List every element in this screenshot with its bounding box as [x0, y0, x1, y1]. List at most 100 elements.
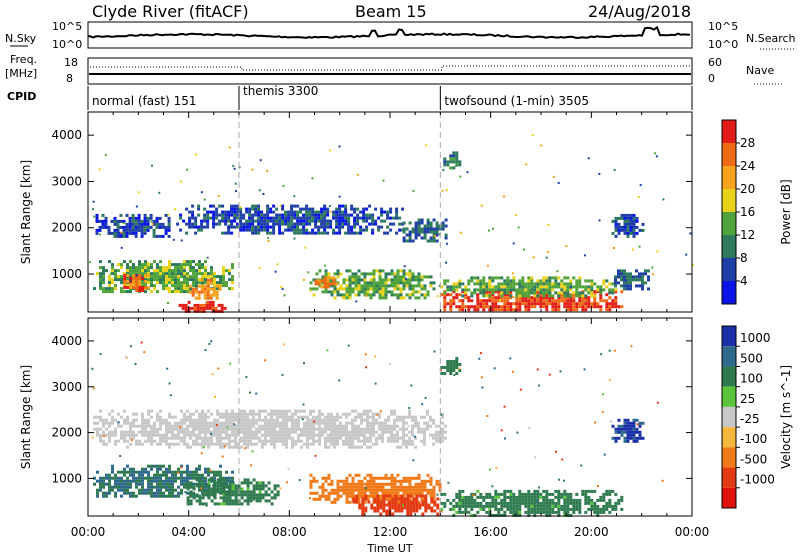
data-cell: [527, 302, 531, 306]
data-cell: [411, 442, 414, 446]
data-cell: [387, 427, 390, 431]
data-cell: [138, 283, 142, 286]
data-cell: [396, 436, 399, 440]
data-cell: [190, 306, 194, 310]
data-cell: [216, 478, 220, 482]
data-cell: [315, 497, 319, 501]
data-cell: [449, 360, 453, 363]
data-cell: [306, 433, 309, 437]
data-cell: [446, 302, 450, 306]
data-cell: [473, 276, 477, 280]
data-cell: [461, 489, 465, 493]
data-cell: [291, 424, 294, 428]
data-cell: [270, 430, 273, 434]
data-cell: [614, 492, 618, 496]
data-cell: [298, 479, 301, 482]
data-cell: [251, 225, 255, 229]
data-cell: [204, 476, 207, 480]
data-cell: [494, 285, 498, 289]
data-cell: [399, 445, 402, 449]
data-cell: [458, 369, 462, 372]
data-cell: [111, 488, 114, 492]
data-cell: [408, 436, 411, 440]
data-cell: [363, 412, 366, 416]
data-cell: [218, 222, 222, 226]
data-cell: [284, 219, 288, 223]
data-cell: [524, 495, 528, 499]
data-cell: [108, 260, 111, 264]
data-cell: [608, 492, 612, 496]
data-cell: [395, 213, 399, 217]
data-cell: [345, 439, 348, 443]
data-cell: [272, 231, 276, 235]
data-cell: [504, 437, 506, 440]
data-cell: [240, 409, 243, 413]
data-cell: [215, 424, 218, 427]
data-cell: [125, 228, 129, 232]
data-cell: [129, 421, 132, 425]
data-cell: [105, 442, 108, 446]
data-cell: [446, 160, 450, 164]
data-cell: [354, 281, 358, 285]
data-cell: [327, 421, 330, 425]
data-cell: [423, 233, 427, 237]
data-cell: [375, 284, 379, 288]
data-cell: [473, 288, 477, 292]
data-cell: [400, 506, 404, 510]
data-cell: [195, 442, 198, 446]
data-cell: [192, 418, 195, 422]
data-cell: [414, 485, 418, 489]
data-cell: [231, 502, 235, 506]
data-cell: [446, 498, 450, 502]
data-cell: [174, 433, 177, 437]
data-cell: [387, 476, 391, 480]
data-cell: [143, 222, 147, 226]
data-cell: [578, 305, 582, 309]
data-cell: [240, 502, 244, 506]
data-cell: [177, 281, 180, 285]
data-cell: [569, 495, 573, 499]
data-cell: [96, 430, 99, 434]
data-cell: [339, 488, 343, 492]
data-cell: [270, 418, 273, 422]
data-cell: [291, 445, 294, 449]
data-cell: [116, 225, 120, 229]
data-cell: [120, 494, 123, 498]
data-cell: [201, 442, 204, 446]
data-cell: [155, 216, 159, 220]
data-cell: [476, 279, 480, 283]
data-cell: [275, 213, 279, 217]
data-cell: [186, 424, 189, 428]
data-cell: [261, 487, 265, 491]
data-cell: [348, 278, 352, 282]
data-cell: [400, 494, 404, 498]
data-cell: [545, 492, 549, 496]
data-cell: [443, 157, 447, 161]
data-cell: [299, 228, 303, 232]
data-cell: [201, 272, 204, 276]
data-cell: [345, 424, 348, 428]
data-cell: [201, 493, 205, 497]
data-cell: [122, 219, 126, 223]
data-cell: [548, 291, 552, 295]
data-cell: [360, 290, 364, 294]
y-tick-label: 2000: [51, 221, 82, 235]
data-cell: [533, 282, 537, 286]
data-cell: [158, 216, 162, 220]
data-cell: [350, 204, 354, 208]
data-cell: [255, 418, 258, 422]
data-cell: [195, 278, 198, 282]
data-cell: [222, 442, 225, 446]
data-cell: [156, 266, 159, 270]
data-cell: [611, 219, 615, 223]
data-cell: [539, 279, 543, 283]
data-cell: [387, 290, 391, 294]
data-cell: [629, 424, 633, 428]
data-cell: [171, 491, 174, 495]
data-cell: [443, 308, 447, 312]
data-cell: [581, 294, 585, 298]
data-cell: [126, 482, 129, 486]
data-cell: [396, 494, 400, 498]
data-cell: [414, 296, 418, 300]
